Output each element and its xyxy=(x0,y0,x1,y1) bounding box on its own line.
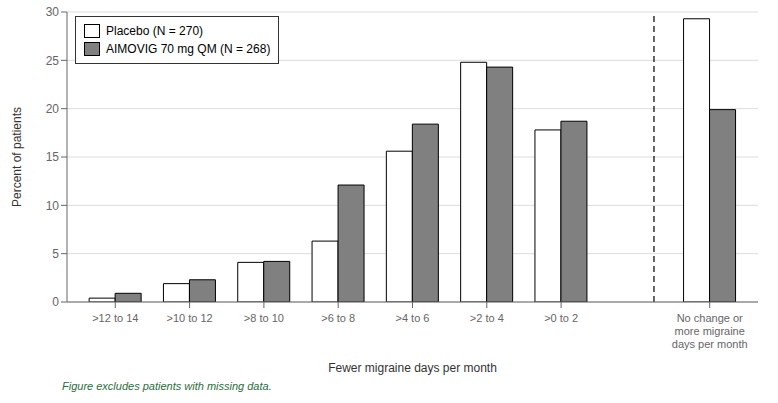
svg-text:>2 to 4: >2 to 4 xyxy=(470,312,504,324)
svg-text:15: 15 xyxy=(46,150,60,164)
svg-text:0: 0 xyxy=(52,295,59,309)
svg-text:>8 to 10: >8 to 10 xyxy=(244,312,284,324)
html-text:Placebo (N = 270): Placebo (N = 270) xyxy=(106,24,204,38)
svg-text:>6 to 8: >6 to 8 xyxy=(321,312,355,324)
svg-text:30: 30 xyxy=(46,5,60,19)
svg-text:>10 to 12: >10 to 12 xyxy=(167,312,213,324)
html-text:AIMOVIG 70 mg QM (N = 268): AIMOVIG 70 mg QM (N = 268) xyxy=(106,42,271,56)
svg-text:No change ormore migrainedays: No change ormore migrainedays per month xyxy=(672,312,748,350)
svg-text:>4 to 6: >4 to 6 xyxy=(396,312,430,324)
svg-text:Percent of patients: Percent of patients xyxy=(10,107,24,207)
svg-text:25: 25 xyxy=(46,54,60,68)
svg-text:20: 20 xyxy=(46,102,60,116)
svg-text:5: 5 xyxy=(52,247,59,261)
svg-text:Fewer migraine days per month: Fewer migraine days per month xyxy=(328,361,497,375)
html-text:Figure excludes patients with: Figure excludes patients with missing da… xyxy=(62,380,272,392)
svg-text:10: 10 xyxy=(46,199,60,213)
svg-text:>12 to 14: >12 to 14 xyxy=(92,312,138,324)
svg-text:>0 to 2: >0 to 2 xyxy=(544,312,578,324)
